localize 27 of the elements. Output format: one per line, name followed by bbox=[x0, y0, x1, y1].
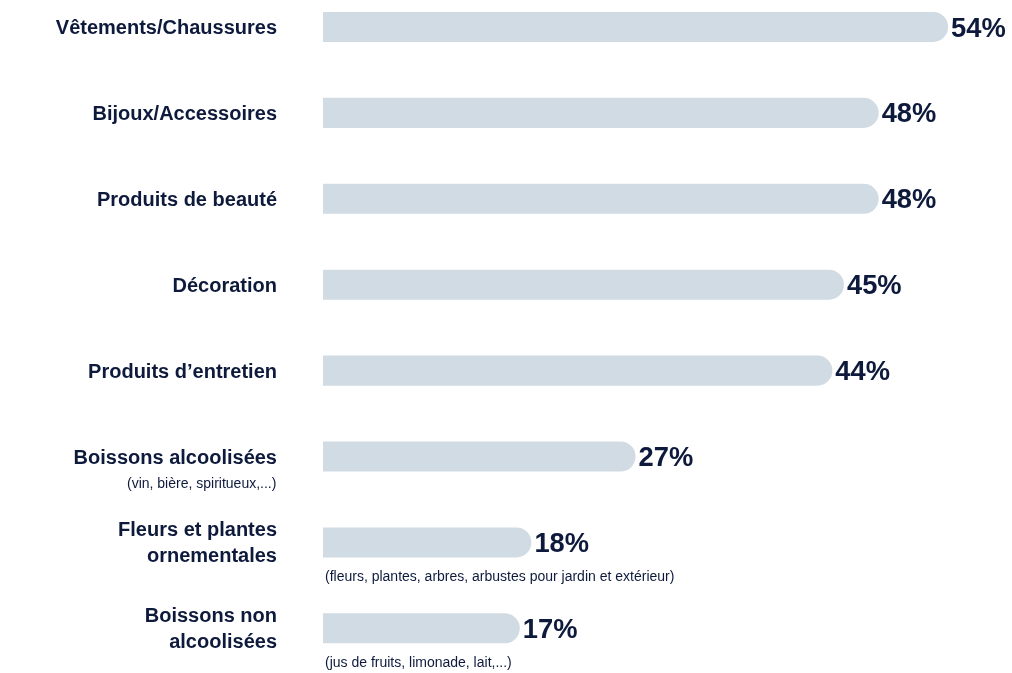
data-label: 48% bbox=[881, 97, 937, 129]
y-tick-label: Vêtements/Chaussures bbox=[55, 15, 277, 38]
y-tick-label: Produits de beauté bbox=[96, 187, 277, 210]
data-label: 44% bbox=[835, 355, 891, 387]
y-tick-label: Fleurs et plantes ornementales bbox=[118, 518, 277, 567]
data-label: 45% bbox=[846, 269, 902, 301]
bar bbox=[323, 441, 636, 472]
data-label: 54% bbox=[951, 11, 1006, 43]
y-tick-label: Produits d’entretien bbox=[88, 359, 277, 382]
y-tick-label: Bijoux/Accessoires bbox=[92, 101, 277, 124]
y-tick-label: Décoration bbox=[172, 273, 277, 296]
bar bbox=[323, 355, 833, 386]
data-label: 17% bbox=[522, 612, 578, 644]
bar bbox=[323, 11, 949, 43]
bar bbox=[323, 183, 879, 214]
bar bbox=[323, 527, 532, 558]
data-label: 48% bbox=[881, 183, 937, 215]
y-tick-label: Boissons non alcoolisées bbox=[144, 604, 277, 653]
annotation: (fleurs, plantes, arbres, arbustes pour jardin et extérieur) bbox=[325, 568, 675, 584]
bar bbox=[323, 613, 520, 644]
y-tick-label: Boissons alcoolisées bbox=[73, 445, 277, 468]
data-label: 27% bbox=[638, 441, 694, 473]
bar bbox=[323, 269, 844, 300]
bar bbox=[323, 97, 879, 128]
annotation: (jus de fruits, limonade, lait,...) bbox=[325, 654, 512, 670]
data-label: 18% bbox=[534, 526, 590, 558]
text: (vin, bière, spiritueux,...) bbox=[127, 475, 277, 491]
